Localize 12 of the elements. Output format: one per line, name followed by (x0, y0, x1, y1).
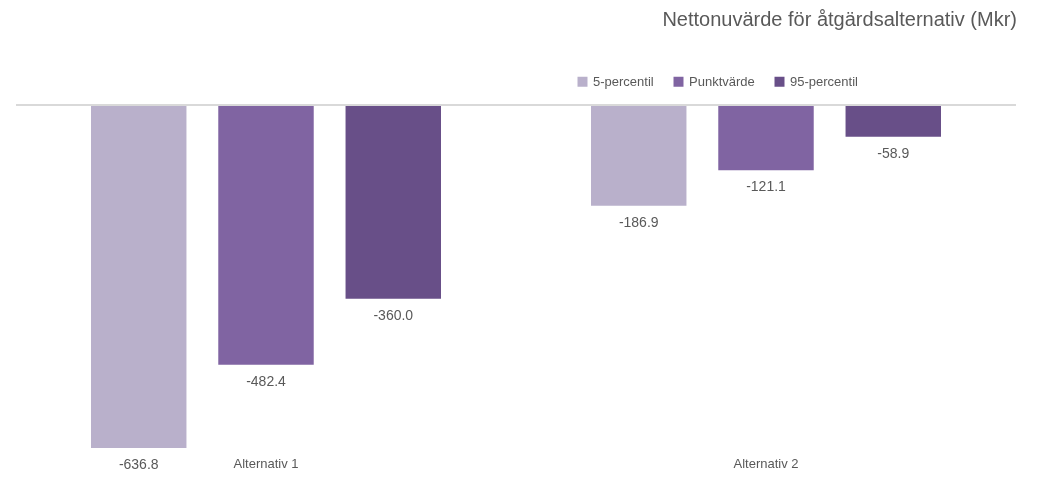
legend-label: 95-percentil (790, 73, 859, 89)
data-label: -58.9 (877, 144, 910, 161)
legend-label: 5-percentil (593, 73, 654, 89)
legend-label: Punktvärde (689, 73, 755, 89)
data-label: -360.0 (373, 306, 414, 323)
data-label: -482.4 (246, 372, 287, 389)
data-label: -186.9 (618, 213, 659, 230)
x-tick-label: Alternativ 2 (733, 455, 799, 471)
data-label: -121.1 (746, 178, 787, 195)
data-label: -636.8 (118, 455, 159, 472)
chart-title: Nettonuvärde för åtgärdsalternativ (Mkr) (662, 8, 1017, 30)
x-tick-label: Alternativ 1 (233, 455, 299, 471)
